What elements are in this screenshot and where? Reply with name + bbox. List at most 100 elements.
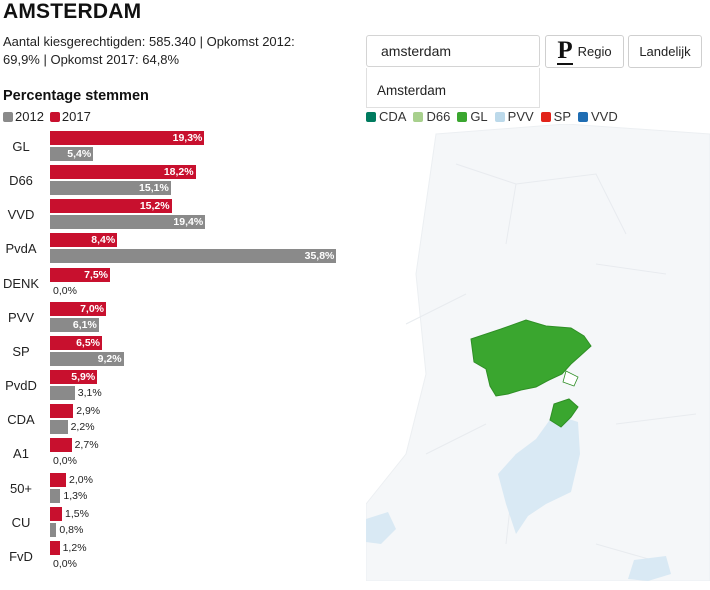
legend-entry-d66: D66	[413, 109, 450, 124]
party-row-a1: A1 2,7% 0,0%	[0, 437, 360, 471]
map-amsterdam-ijburg[interactable]	[549, 398, 579, 428]
bar-value-label-2012: 19,4%	[173, 216, 204, 229]
bar-value-label-2017: 15,2%	[139, 200, 170, 213]
p-logo-icon: P	[557, 37, 573, 65]
map-amsterdam[interactable]	[470, 319, 592, 397]
party-row-gl: GL 19,3% 5,4%	[0, 130, 360, 164]
bar-value-label-2017: 19,3%	[172, 132, 203, 144]
year-legend: 2012 2017	[3, 109, 91, 124]
bar-value-label-2012: 6,1%	[72, 318, 97, 331]
legend-entry-pvv: PVV	[494, 109, 534, 124]
bar-value-label-2012: 3,1%	[77, 387, 102, 400]
bar-2012	[50, 215, 206, 230]
bar-2017	[50, 131, 205, 145]
bar-value-label-2012: 2,2%	[70, 421, 95, 434]
party-row-pvdd: PvdD 5,9% 3,1%	[0, 369, 360, 403]
bar-2012	[50, 522, 57, 537]
party-row-denk: DENK 7,5% 0,0%	[0, 267, 360, 301]
party-label: CU	[11, 514, 31, 530]
party-color-legend: CDA D66 GL PVV SP VVD	[366, 109, 618, 124]
legend-label-d66: D66	[426, 109, 451, 124]
map-water-east	[628, 556, 671, 581]
bar-2017	[50, 438, 72, 453]
bar-value-label-2017: 7,5%	[84, 268, 108, 281]
bar-2012	[50, 386, 75, 401]
regio-button-label: Regio	[577, 44, 612, 59]
legend-entry-2017: 2017	[49, 109, 91, 124]
party-label: DENK	[2, 275, 40, 291]
legend-swatch-gl	[457, 111, 468, 122]
search-suggestion[interactable]: Amsterdam	[366, 68, 540, 108]
bar-2012	[50, 488, 61, 503]
party-label: 50+	[9, 480, 33, 496]
party-label: VVD	[7, 207, 35, 223]
bar-value-label-2017: 2,7%	[74, 439, 99, 452]
bar-value-label-2012: 35,8%	[304, 250, 335, 263]
legend-swatch-cda	[366, 111, 376, 122]
bar-value-label-2012: 1,3%	[63, 489, 88, 502]
bar-2017	[50, 233, 118, 248]
party-label: PvdD	[5, 378, 37, 394]
party-row-pvv: PVV 7,0% 6,1%	[0, 301, 360, 335]
legend-label-vvd: VVD	[591, 109, 618, 124]
party-row-cu: CU 1,5% 0,8%	[0, 506, 360, 540]
bar-value-label-2017: 2,0%	[69, 473, 93, 486]
legend-swatch-sp	[540, 111, 551, 122]
party-row-pvda: PvdA 8,4% 35,8%	[0, 232, 360, 266]
page-title: AMSTERDAM	[3, 0, 142, 23]
municipality-map[interactable]	[366, 124, 710, 581]
party-row-d66: D66 18,2% 15,1%	[0, 164, 360, 198]
party-label: CDA	[7, 412, 35, 428]
party-label: PvdA	[5, 241, 37, 257]
bar-value-label-2017: 1,2%	[62, 541, 87, 554]
legend-label-cda: CDA	[379, 109, 407, 124]
chart-title: Percentage stemmen	[3, 88, 149, 104]
map-water-ijmeer	[498, 414, 580, 534]
bar-2017	[50, 540, 60, 555]
search-box[interactable]	[366, 35, 540, 67]
bar-2017	[50, 335, 102, 350]
party-row-sp: SP 6,5% 9,2%	[0, 335, 360, 369]
party-label: GL	[12, 139, 30, 154]
bar-value-label-2017: 18,2%	[163, 166, 194, 179]
legend-label-sp: SP	[553, 109, 572, 124]
bar-value-label-2017: 5,9%	[71, 371, 96, 384]
bar-2012	[50, 249, 337, 264]
bar-2017	[50, 472, 66, 487]
bar-value-label-2012: 0,0%	[53, 455, 77, 468]
regio-button[interactable]: P Regio	[545, 35, 624, 68]
bar-value-label-2012: 9,2%	[97, 352, 122, 365]
turnout-summary: Aantal kiesgerechtigden: 585.340 | Opkom…	[3, 34, 295, 67]
map-water-west	[366, 512, 396, 544]
bar-value-label-2012: 0,0%	[53, 557, 77, 570]
bar-value-label-2017: 7,0%	[80, 302, 104, 315]
party-label: SP	[12, 343, 30, 359]
bar-2012	[50, 420, 68, 435]
bar-value-label-2017: 2,9%	[76, 405, 101, 418]
legend-entry-cda: CDA	[366, 109, 406, 124]
search-input[interactable]	[381, 36, 531, 66]
bar-2017	[50, 267, 110, 282]
legend-label-2017: 2017	[61, 109, 91, 124]
legend-swatch-d66	[413, 111, 424, 122]
legend-label-2012: 2012	[15, 109, 44, 124]
party-row-50+: 50+ 2,0% 1,3%	[0, 472, 360, 506]
vote-percentage-chart: GL 19,3% 5,4% D66 18,2% 15,1% VVD 15,2% 19,4% Pvd…	[0, 130, 360, 590]
legend-swatch-2017	[49, 111, 60, 122]
party-label: A1	[13, 446, 29, 462]
bar-value-label-2012: 15,1%	[139, 182, 169, 195]
bar-2012	[50, 181, 171, 196]
party-row-vvd: VVD 15,2% 19,4%	[0, 198, 360, 232]
legend-entry-gl: GL	[457, 109, 488, 124]
bar-2012	[50, 351, 124, 366]
map-inner-water	[562, 370, 579, 387]
legend-entry-sp: SP	[540, 109, 572, 124]
bar-2012	[50, 147, 94, 161]
legend-label-pvv: PVV	[507, 109, 534, 124]
bar-2017	[50, 506, 62, 521]
landelijk-button[interactable]: Landelijk	[628, 35, 702, 68]
party-label: PVV	[7, 309, 34, 325]
party-row-cda: CDA 2,9% 2,2%	[0, 403, 360, 437]
bar-2017	[50, 370, 98, 385]
bar-value-label-2012: 0,0%	[53, 284, 77, 297]
